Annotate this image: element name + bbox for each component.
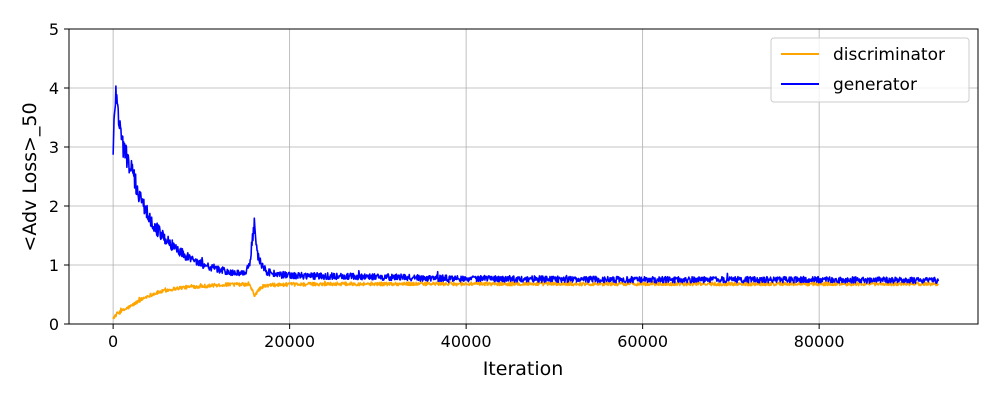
y-tick-label: 1 xyxy=(49,256,59,275)
y-tick-label: 5 xyxy=(49,20,59,39)
x-axis-ticks: 0 20000 40000 60000 80000 xyxy=(108,324,845,351)
series-line-discriminator xyxy=(112,279,939,320)
y-axis-ticks: 0 1 2 3 4 5 xyxy=(49,20,69,334)
legend: discriminator generator xyxy=(770,37,970,103)
y-tick-label: 3 xyxy=(49,138,59,157)
series-line-generator xyxy=(112,85,940,284)
y-tick-label: 4 xyxy=(49,79,59,98)
x-tick-label: 0 xyxy=(108,332,118,351)
legend-box xyxy=(770,37,970,103)
x-tick-label: 20000 xyxy=(264,332,315,351)
legend-label-discriminator: discriminator xyxy=(833,45,945,65)
x-tick-label: 40000 xyxy=(441,332,492,351)
plot-frame xyxy=(68,28,979,325)
x-axis-label: Iteration xyxy=(483,358,564,380)
y-tick-label: 2 xyxy=(49,197,59,216)
y-axis-label: <Adv Loss>_50 xyxy=(19,102,41,251)
series-lines xyxy=(112,85,940,320)
y-tick-label: 0 xyxy=(49,315,59,334)
legend-label-generator: generator xyxy=(833,75,917,95)
x-tick-label: 80000 xyxy=(794,332,845,351)
x-tick-label: 60000 xyxy=(617,332,668,351)
